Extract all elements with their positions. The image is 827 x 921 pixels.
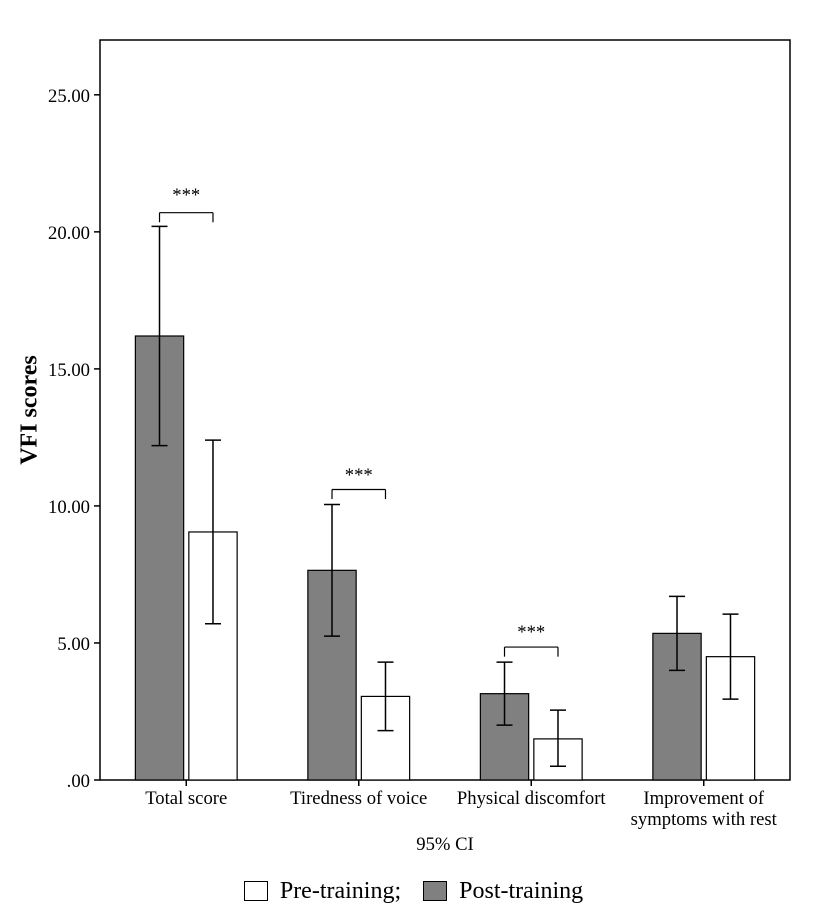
- x-category-label: Tiredness of voice: [277, 788, 441, 809]
- y-tick-label: .00: [67, 771, 90, 793]
- y-tick-label: 15.00: [48, 360, 90, 382]
- legend: Pre-training; Post-training: [0, 878, 827, 905]
- x-axis-label: 95% CI: [416, 834, 474, 856]
- legend-swatch-post: [423, 881, 447, 901]
- x-category-label-line: symptoms with rest: [622, 809, 786, 830]
- x-category-label: Physical discomfort: [449, 788, 613, 809]
- y-tick-label: 5.00: [57, 634, 90, 656]
- legend-label-pre: Pre-training;: [280, 878, 401, 904]
- significance-marker: ***: [172, 185, 200, 207]
- y-tick-label: 20.00: [48, 223, 90, 245]
- legend-item-pre: Pre-training;: [244, 878, 401, 905]
- x-category-label-line: Improvement of: [622, 788, 786, 809]
- chart-svg: [0, 0, 827, 921]
- y-axis-label: VFI scores: [17, 355, 44, 465]
- x-category-label-line: Tiredness of voice: [277, 788, 441, 809]
- x-category-label: Total score: [104, 788, 268, 809]
- y-tick-label: 25.00: [48, 86, 90, 108]
- legend-item-post: Post-training: [423, 878, 583, 905]
- x-category-label-line: Physical discomfort: [449, 788, 613, 809]
- significance-marker: ***: [517, 622, 545, 644]
- significance-marker: ***: [345, 465, 373, 487]
- x-category-label-line: Total score: [104, 788, 268, 809]
- legend-label-post: Post-training: [459, 878, 583, 904]
- x-category-label: Improvement ofsymptoms with rest: [622, 788, 786, 831]
- y-tick-label: 10.00: [48, 497, 90, 519]
- legend-swatch-pre: [244, 881, 268, 901]
